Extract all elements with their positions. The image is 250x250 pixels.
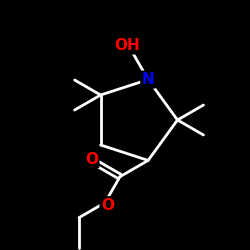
Text: O: O <box>85 152 98 167</box>
Text: O: O <box>101 198 114 213</box>
Text: N: N <box>142 72 154 87</box>
Text: OH: OH <box>114 38 140 53</box>
